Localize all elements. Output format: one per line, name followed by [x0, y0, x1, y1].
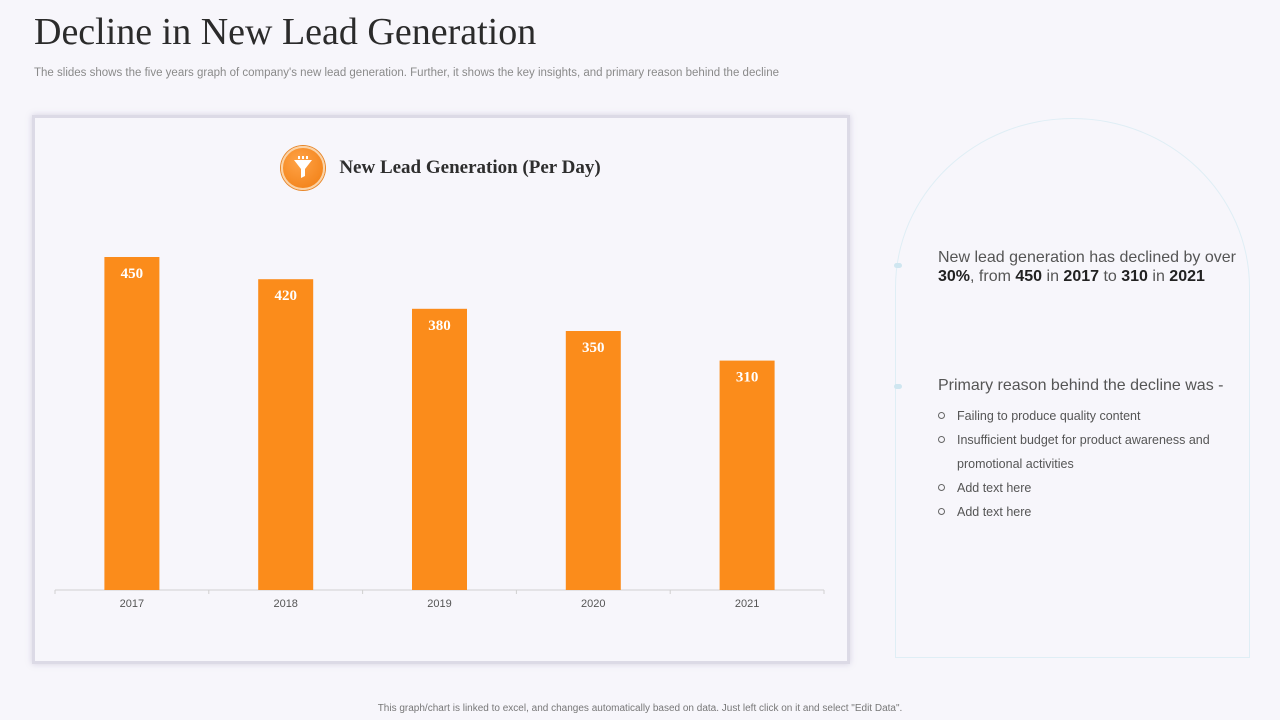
- bar-value-label: 350: [582, 340, 605, 356]
- chart-card[interactable]: New Lead Generation (Per Day) 450 2017 420…: [32, 115, 850, 664]
- bar-2021[interactable]: [719, 360, 775, 590]
- footer-note: This graph/chart is linked to excel, and…: [377, 703, 903, 714]
- circle-bullet-icon: [938, 412, 945, 419]
- x-tick-label: 2021: [735, 598, 759, 610]
- bar-2017[interactable]: [104, 257, 160, 590]
- reason-item: Add text here: [938, 476, 1228, 500]
- page-subtitle: The slides shows the five years graph of…: [34, 67, 779, 79]
- bar-2019[interactable]: [412, 308, 467, 590]
- reason-item: Failing to produce quality content: [938, 404, 1228, 428]
- x-tick-label: 2020: [581, 598, 605, 610]
- funnel-icon: [281, 146, 326, 190]
- x-tick-label: 2018: [273, 598, 297, 610]
- bar-value-label: 310: [736, 370, 759, 386]
- reason-heading: Primary reason behind the decline was -: [938, 377, 1224, 394]
- bar-2020[interactable]: [565, 331, 621, 590]
- reason-list: Failing to produce quality content Insuf…: [938, 404, 1228, 524]
- reason-item: Insufficient budget for product awarenes…: [938, 428, 1228, 476]
- chart-header: New Lead Generation (Per Day): [35, 146, 847, 190]
- circle-bullet-icon: [938, 508, 945, 515]
- circle-bullet-icon: [938, 484, 945, 491]
- connector-dot: [894, 384, 902, 389]
- x-tick-label: 2019: [427, 598, 451, 610]
- chart-title: New Lead Generation (Per Day): [339, 157, 601, 178]
- connector-dot: [894, 263, 902, 268]
- bar-chart[interactable]: 450 2017 420 2018 380 2019 350 2020 310 2021: [35, 118, 847, 661]
- bar-value-label: 420: [274, 288, 297, 304]
- page-title: Decline in New Lead Generation: [34, 11, 537, 53]
- insight-text: New lead generation has declined by over…: [938, 249, 1236, 285]
- circle-bullet-icon: [938, 436, 945, 443]
- bar-value-label: 450: [121, 266, 143, 282]
- insight-percent: 30%: [938, 268, 971, 285]
- reason-item: Add text here: [938, 500, 1228, 524]
- bar-2018[interactable]: [258, 279, 314, 590]
- x-tick-label: 2017: [120, 598, 144, 610]
- bar-value-label: 380: [428, 318, 451, 334]
